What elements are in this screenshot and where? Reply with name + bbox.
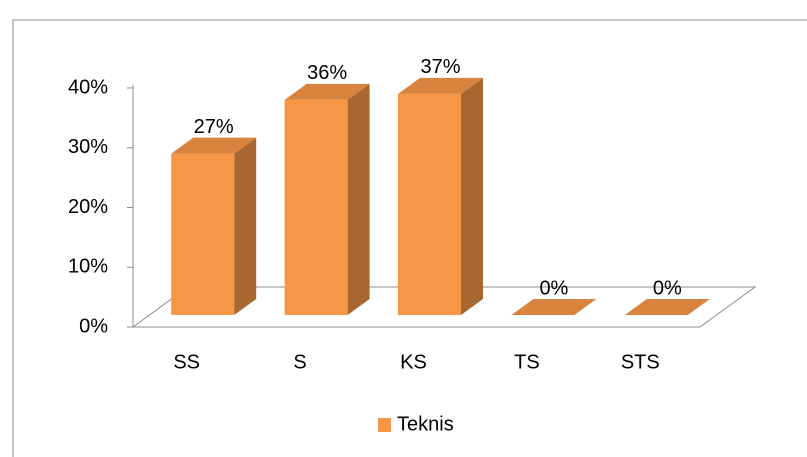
bar-top <box>511 299 597 315</box>
bar-side <box>347 83 370 316</box>
bar-top <box>171 137 257 154</box>
bar <box>511 299 597 315</box>
y-tick-label: 40% <box>68 76 108 98</box>
chart-frame <box>12 19 807 457</box>
bar-front <box>398 93 461 315</box>
bar <box>624 299 710 315</box>
x-tick-label: S <box>293 351 306 373</box>
x-tick-label: STS <box>621 351 660 373</box>
floor <box>131 286 757 328</box>
bar-front <box>284 99 348 316</box>
legend-swatch <box>378 418 391 432</box>
data-label: 0% <box>539 277 568 299</box>
data-label: 27% <box>194 116 234 138</box>
bar-front <box>171 153 235 315</box>
x-tick-label: SS <box>173 351 200 373</box>
data-label: 0% <box>653 277 682 299</box>
bar <box>171 137 257 315</box>
y-tick-label: 30% <box>68 136 108 158</box>
bar <box>284 83 370 316</box>
x-tick-label: TS <box>514 351 540 373</box>
data-label: 36% <box>307 62 347 84</box>
bar-top <box>284 83 370 100</box>
y-tick-label: 0% <box>79 315 108 337</box>
data-label: 37% <box>420 56 460 78</box>
bar-top <box>624 299 710 315</box>
legend-label: Teknis <box>397 413 454 435</box>
bar-top <box>398 77 483 94</box>
y-tick-label: 10% <box>68 256 108 278</box>
bar <box>398 77 483 315</box>
x-tick-label: KS <box>400 351 427 373</box>
y-tick-label: 20% <box>68 196 108 218</box>
bar-side <box>461 77 483 315</box>
bar-side <box>234 137 257 315</box>
